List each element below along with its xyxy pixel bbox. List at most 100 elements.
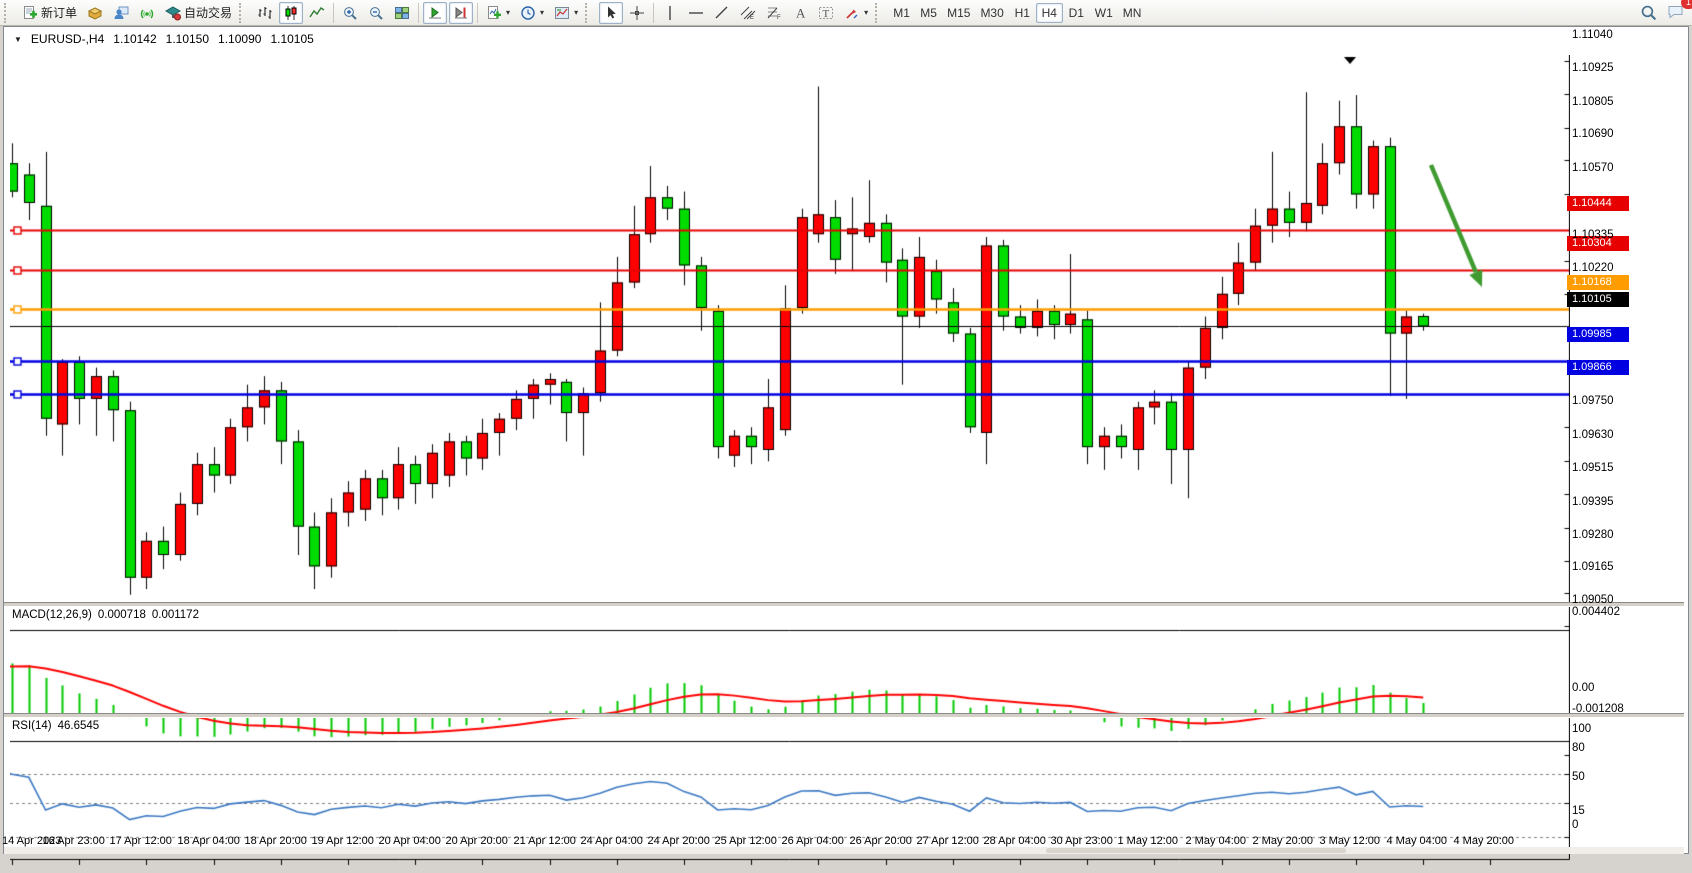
fibonacci-tool-button[interactable]: F [762,2,786,24]
macd-axis-min: -0.001208 [1572,703,1624,715]
signal-icon [140,9,154,18]
time-axis-label: 24 Apr 04:00 [580,835,643,847]
vertical-line-icon [669,5,671,20]
tf-button-W1[interactable]: W1 [1090,3,1118,23]
hline-price-tag[interactable]: 1.09985 [1567,326,1629,342]
chart-high: 1.10150 [165,32,210,46]
toolbar-grip[interactable] [585,2,594,23]
svg-text:F: F [777,15,781,21]
chart-shift-icon [455,6,468,18]
trendline-tool-button[interactable] [710,2,734,24]
main-toolbar: 新订单 自动交易 [0,0,1692,26]
chart-expander-icon[interactable]: ▼ [14,34,22,44]
time-axis-label: 25 Apr 12:00 [714,835,777,847]
toolbar-grip[interactable] [4,2,13,23]
channel-tool-button[interactable]: E [736,2,760,24]
arrows-tool-button[interactable]: ▾ [840,2,872,24]
dropdown-caret-icon: ▾ [540,8,545,17]
search-icon [1641,5,1657,21]
clock-icon [521,5,535,20]
y-axis-tick-label: 1.09395 [1572,495,1614,508]
rsi-axis-label: 50 [1572,770,1585,783]
tile-windows-button[interactable] [390,2,414,24]
y-axis-tick-label: 1.10690 [1572,127,1614,140]
rsi-name: RSI(14) [12,720,52,732]
new-order-button[interactable]: 新订单 [18,2,81,24]
horizontal-scrollbar[interactable] [4,847,1684,854]
pane-splitter[interactable] [4,602,1684,607]
rsi-label: RSI(14) 46.6545 [12,720,99,732]
tf-button-H1[interactable]: H1 [1009,3,1036,23]
svg-text:E: E [750,15,754,21]
template-icon [555,6,570,19]
scrollbar-thumb[interactable] [1045,848,1346,853]
text-icon: A [796,5,806,20]
tf-button-H4[interactable]: H4 [1035,2,1063,23]
time-axis-label: 19 Apr 12:00 [311,835,374,847]
signals-button[interactable] [135,2,159,24]
y-axis-tick-label: 1.11040 [1572,28,1613,41]
bar-chart-button[interactable] [253,2,277,24]
tf-button-M1[interactable]: M1 [888,3,915,23]
zoom-in-button[interactable] [338,2,362,24]
profiles-button[interactable] [83,2,107,24]
hline-price-tag[interactable]: 1.10168 [1567,274,1629,290]
hline-price-tag[interactable]: 1.10304 [1567,235,1629,251]
dropdown-caret-icon: ▾ [574,8,579,17]
macd-axis-max: 0.004402 [1572,606,1620,618]
auto-trading-button[interactable]: 自动交易 [161,2,236,24]
pane-splitter[interactable] [4,713,1684,718]
time-axis-label: 2 May 04:00 [1185,835,1247,847]
candlestick-chart-button[interactable] [279,1,304,24]
search-button[interactable] [1636,2,1661,24]
horizontal-line-icon [689,11,704,14]
time-axis-label: 27 Apr 12:00 [916,835,979,847]
hline-price-tag[interactable]: 1.10444 [1567,195,1629,211]
chart-symbol-period: EURUSD-,H4 [30,32,105,46]
macd-label: MACD(12,26,9) 0.000718 0.001172 [12,609,199,621]
chart-canvas[interactable] [10,55,1570,873]
profiles-icon [87,6,103,20]
new-order-label: 新订单 [41,6,78,20]
y-axis-tick-label: 1.10220 [1572,261,1614,274]
horizontal-line-tool-button[interactable] [684,2,708,24]
y-axis-tick-label: 1.09165 [1572,560,1614,573]
timeframe-bar: M1 M5 M15 M30 H1 H4 D1 W1 MN [888,2,1147,23]
macd-value: 0.000718 [97,609,146,621]
toolbar-grip[interactable] [239,2,248,23]
time-axis-label: 20 Apr 04:00 [378,835,441,847]
chart-low: 1.10090 [218,32,262,46]
tf-button-M5[interactable]: M5 [915,3,942,23]
time-axis-label: 28 Apr 04:00 [983,835,1046,847]
line-chart-button[interactable] [305,2,329,24]
toolbar-grip[interactable] [875,2,884,23]
tf-button-D1[interactable]: D1 [1063,3,1090,23]
text-tool-button[interactable]: A [788,2,812,24]
templates-button[interactable]: ▾ [550,2,582,24]
time-axis-label: 26 Apr 04:00 [781,835,844,847]
crosshair-tool-button[interactable] [625,2,649,24]
time-axis-label: 26 Apr 20:00 [849,835,912,847]
community-button[interactable] [109,2,133,24]
tf-button-M15[interactable]: M15 [942,3,975,23]
hline-price-tag[interactable]: 1.09866 [1567,359,1629,375]
text-label-tool-button[interactable]: T [814,2,838,24]
toolbar-separator [653,2,655,23]
cursor-tool-button[interactable] [599,1,624,24]
notifications-button[interactable] [1663,0,1689,22]
tf-button-MN[interactable]: MN [1118,3,1147,23]
chart-shift-button[interactable] [449,1,474,24]
tf-button-M30[interactable]: M30 [975,3,1008,23]
y-axis-tick-label: 1.10805 [1572,95,1614,108]
periods-button[interactable]: ▾ [516,2,548,24]
indicators-button[interactable]: ▾ [482,2,514,24]
time-axis-label: 21 Apr 12:00 [513,835,576,847]
zoom-out-icon [370,6,383,20]
zoom-out-button[interactable] [364,2,388,24]
auto-scroll-button[interactable] [423,1,448,24]
equidistant-channel-icon: E [740,6,756,21]
macd-name: MACD(12,26,9) [12,609,92,621]
svg-text:T: T [823,8,830,20]
chart-close: 1.10105 [270,32,314,46]
vertical-line-tool-button[interactable] [658,2,682,24]
